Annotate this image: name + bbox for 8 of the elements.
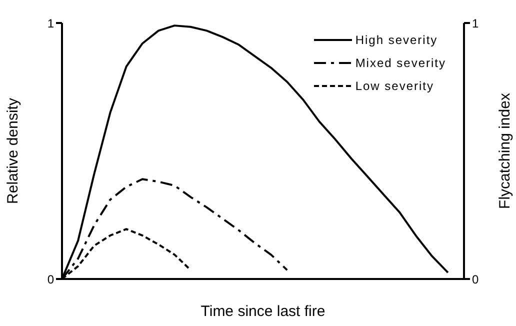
y2-tick-label: 1 [472, 16, 479, 30]
legend-label: Low severity [355, 78, 434, 92]
legend-label: High severity [355, 32, 438, 46]
y2-tick-label: 0 [472, 272, 479, 286]
x-axis-title: Time since last fire [200, 303, 326, 320]
legend-label: Mixed severity [355, 56, 446, 70]
y-axis-title: Relative density [4, 98, 22, 204]
y2-axis-title: Flycatching index [496, 92, 514, 209]
